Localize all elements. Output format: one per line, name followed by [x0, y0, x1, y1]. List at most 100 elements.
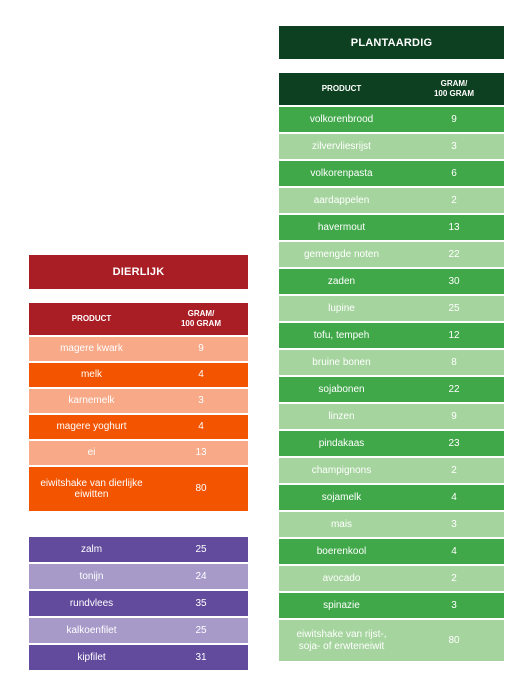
gram-header-line2: 100 GRAM	[180, 319, 221, 328]
gram-cell: 2	[451, 464, 457, 476]
gram-cell: 2	[451, 194, 457, 206]
table-row: karnemelk 3	[29, 389, 248, 413]
gram-column-header: GRAM/ 100 GRAM	[154, 309, 248, 329]
table-row: bruine bonen 8	[279, 350, 504, 375]
table-row: champignons 2	[279, 458, 504, 483]
table-row: kipfilet 31	[29, 645, 248, 670]
product-cell: magere yoghurt	[56, 421, 127, 433]
product-cell: linzen	[328, 410, 355, 422]
table-row: gemengde noten 22	[279, 242, 504, 267]
product-cell: tonijn	[79, 570, 104, 582]
table-row: eiwitshake van rijst-, soja- of erwtenei…	[279, 620, 504, 661]
dierlijk-header-row: PRODUCT GRAM/ 100 GRAM	[29, 303, 248, 335]
product-cell: kipfilet	[77, 651, 106, 663]
table-row: aardappelen 2	[279, 188, 504, 213]
dierlijk-table: DIERLIJK PRODUCT GRAM/ 100 GRAM magere k…	[29, 255, 248, 511]
product-cell: eiwitshake van dierlijke eiwitten	[40, 477, 143, 501]
product-cell: spinazie	[323, 599, 360, 611]
plantaardig-title: PLANTAARDIG	[279, 26, 504, 59]
table-row: mais 3	[279, 512, 504, 537]
product-cell: zaden	[327, 275, 356, 287]
table-row: sojamelk 4	[279, 485, 504, 510]
product-cell: aardappelen	[313, 194, 370, 206]
gram-cell: 4	[451, 491, 457, 503]
table-row: tonijn 24	[29, 564, 248, 589]
gram-cell: 4	[198, 421, 204, 433]
gram-cell: 9	[198, 343, 204, 355]
product-cell: zalm	[80, 543, 103, 555]
plantaardig-header-row: PRODUCT GRAM/ 100 GRAM	[279, 73, 504, 105]
gram-cell: 2	[451, 572, 457, 584]
gram-cell: 22	[448, 248, 460, 260]
gram-column-header: GRAM/ 100 GRAM	[404, 79, 504, 99]
gram-cell: 4	[198, 369, 204, 381]
product-cell: bruine bonen	[312, 356, 371, 368]
vis-vlees-table: zalm 25 tonijn 24 rundvlees 35 kalkoenfi…	[29, 537, 248, 670]
table-row: melk 4	[29, 363, 248, 387]
table-row: spinazie 3	[279, 593, 504, 618]
gram-header-line1: GRAM/	[187, 309, 215, 318]
table-row: pindakaas 23	[279, 431, 504, 456]
gram-cell: 30	[448, 275, 460, 287]
gram-cell: 22	[448, 383, 460, 395]
product-cell: volkorenpasta	[310, 167, 373, 179]
product-cell: avocado	[322, 572, 361, 584]
product-cell: tofu, tempeh	[313, 329, 370, 341]
gram-cell: 6	[451, 167, 457, 179]
table-row: havermout 13	[279, 215, 504, 240]
table-row: magere kwark 9	[29, 337, 248, 361]
product-cell: sojamelk	[321, 491, 362, 503]
product-cell: melk	[80, 369, 103, 381]
product-column-header: PRODUCT	[321, 84, 362, 93]
gram-cell: 80	[195, 483, 207, 495]
gram-cell: 3	[198, 395, 204, 407]
dierlijk-title: DIERLIJK	[29, 255, 248, 289]
product-cell: gemengde noten	[303, 248, 380, 260]
gram-cell: 35	[195, 597, 207, 609]
product-cell: karnemelk	[68, 395, 115, 407]
table-row: sojabonen 22	[279, 377, 504, 402]
table-row: zalm 25	[29, 537, 248, 562]
gram-cell: 13	[448, 221, 460, 233]
gram-cell: 9	[451, 113, 457, 125]
gram-cell: 8	[451, 356, 457, 368]
gram-cell: 25	[195, 624, 207, 636]
gram-cell: 24	[195, 570, 207, 582]
product-cell: havermout	[317, 221, 366, 233]
product-cell: boerenkool	[316, 545, 367, 557]
product-column-header: PRODUCT	[71, 314, 112, 323]
gram-header-line2: 100 GRAM	[433, 89, 474, 98]
product-cell: magere kwark	[60, 343, 123, 355]
product-cell: lupine	[328, 302, 355, 314]
gram-cell: 13	[195, 447, 207, 459]
gram-cell: 3	[451, 599, 457, 611]
product-cell: rundvlees	[69, 597, 114, 609]
gram-cell: 9	[451, 410, 457, 422]
gram-cell: 80	[448, 634, 460, 646]
gram-cell: 3	[451, 140, 457, 152]
table-row: eiwitshake van dierlijke eiwitten 80	[29, 467, 248, 511]
product-cell: champignons	[311, 464, 372, 476]
table-row: boerenkool 4	[279, 539, 504, 564]
table-row: zaden 30	[279, 269, 504, 294]
table-row: linzen 9	[279, 404, 504, 429]
table-row: zilvervliesrijst 3	[279, 134, 504, 159]
product-cell: sojabonen	[318, 383, 365, 395]
plantaardig-table: PLANTAARDIG PRODUCT GRAM/ 100 GRAM volko…	[279, 26, 504, 661]
table-row: volkorenbrood 9	[279, 107, 504, 132]
table-row: tofu, tempeh 12	[279, 323, 504, 348]
gram-cell: 23	[448, 437, 460, 449]
table-row: lupine 25	[279, 296, 504, 321]
product-cell: volkorenbrood	[309, 113, 374, 125]
product-cell: eiwitshake van rijst-, soja- of erwtenei…	[296, 629, 387, 652]
gram-cell: 25	[448, 302, 460, 314]
gram-header-line1: GRAM/	[440, 79, 468, 88]
product-cell: kalkoenfilet	[66, 624, 117, 636]
table-row: magere yoghurt 4	[29, 415, 248, 439]
product-cell: pindakaas	[318, 437, 365, 449]
table-row: volkorenpasta 6	[279, 161, 504, 186]
gram-cell: 31	[195, 651, 207, 663]
gram-cell: 3	[451, 518, 457, 530]
product-cell: mais	[330, 518, 353, 530]
table-row: kalkoenfilet 25	[29, 618, 248, 643]
